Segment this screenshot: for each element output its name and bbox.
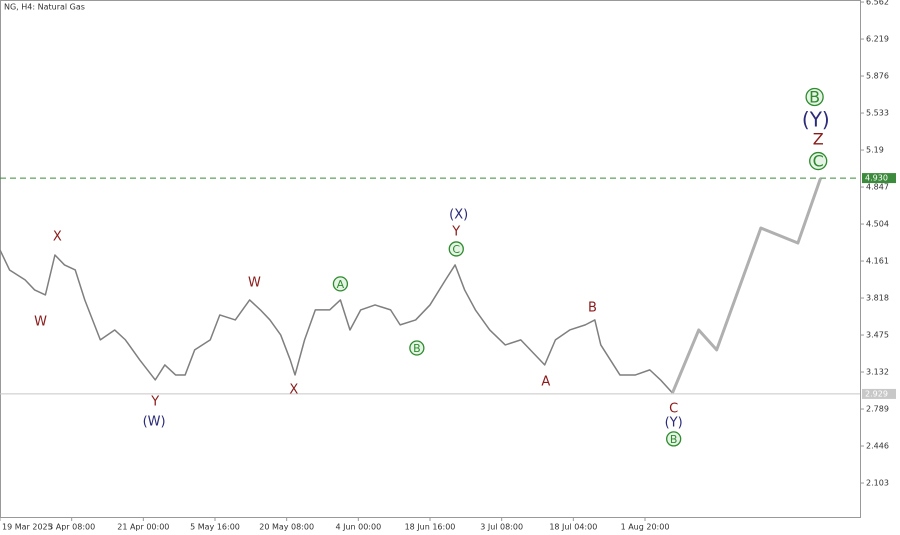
wave-label: B [413, 342, 421, 355]
x-tick-label: 21 Apr 00:00 [117, 523, 169, 532]
x-tick-label: 18 Jun 16:00 [405, 523, 456, 532]
y-tick-label: 5.533 [866, 109, 889, 118]
y-tick-label: 6.219 [866, 35, 889, 44]
wave-label: B [670, 433, 678, 446]
x-tick-label: 18 Jul 04:00 [549, 523, 597, 532]
x-tick-label: 1 Aug 20:00 [621, 523, 670, 532]
wave-label: C [452, 243, 460, 256]
wave-label: Y [451, 224, 460, 239]
wave-label: (Y) [665, 415, 683, 430]
wave-circle [666, 431, 682, 447]
price-tag-label: 4.930 [865, 174, 888, 183]
x-tick-label: 3 Jul 08:00 [480, 523, 523, 532]
y-tick-label: 5.19 [866, 146, 884, 155]
wave-label: B [588, 300, 597, 315]
chart-title: NG, H4: Natural Gas [4, 3, 85, 12]
wave-label: C [669, 401, 678, 416]
price-tag [862, 388, 896, 399]
plot-frame [0, 0, 861, 518]
wave-circle [809, 151, 828, 171]
wave-label: W [248, 275, 261, 290]
x-tick-label: 4 Jun 00:00 [335, 523, 381, 532]
x-tick-label: 20 May 08:00 [259, 523, 314, 532]
wave-circle [805, 87, 824, 107]
price-line [0, 249, 674, 394]
wave-label: Y [150, 394, 159, 409]
y-tick-label: 2.789 [866, 405, 889, 414]
wave-label: Z [813, 130, 824, 149]
x-tick-label: 19 Mar 2025 [2, 523, 53, 532]
wave-label: A [337, 278, 345, 291]
wave-circle [448, 241, 464, 257]
price-tag-label: 2.929 [865, 389, 888, 398]
wave-label: (Y) [802, 108, 830, 132]
y-tick-label: 4.847 [866, 183, 889, 192]
y-tick-label: 2.446 [866, 442, 889, 451]
y-tick-label: 3.475 [866, 331, 889, 340]
forecast-line [671, 177, 822, 394]
x-tick-label: 3 Apr 08:00 [48, 523, 95, 532]
wave-circle [409, 340, 425, 356]
y-tick-label: 3.132 [866, 368, 889, 377]
y-tick-label: 6.562 [866, 0, 889, 7]
wave-label: X [53, 230, 62, 245]
price-tag [862, 173, 896, 184]
y-tick-label: 3.818 [866, 294, 889, 303]
wave-label: B [809, 87, 820, 106]
wave-label: W [34, 314, 47, 329]
y-tick-label: 4.161 [866, 257, 889, 266]
wave-label: (X) [449, 208, 468, 223]
wave-circle [332, 276, 349, 292]
wave-label: X [289, 382, 298, 397]
wave-label: A [541, 374, 550, 389]
wave-label: (W) [143, 414, 166, 429]
y-tick-label: 5.876 [866, 72, 889, 81]
wave-label: C [813, 152, 824, 171]
y-tick-label: 2.103 [866, 479, 889, 488]
y-tick-label: 4.504 [866, 220, 889, 229]
x-tick-label: 5 May 16:00 [190, 523, 240, 532]
